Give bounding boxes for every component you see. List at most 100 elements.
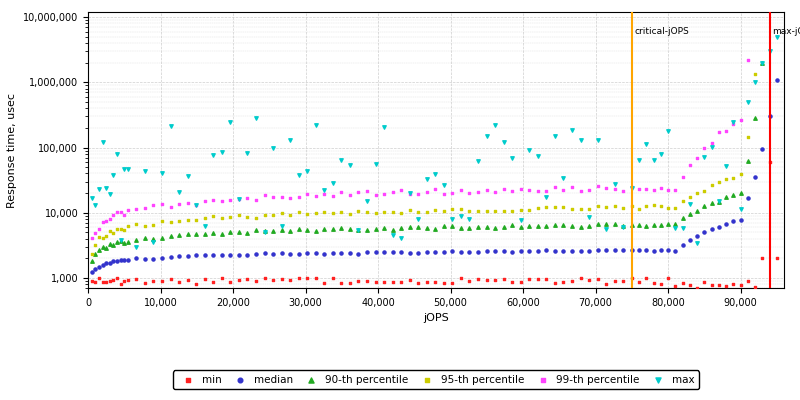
90-th percentile	[540, 223, 553, 230]
median	[770, 77, 783, 84]
min	[720, 283, 733, 289]
90-th percentile	[182, 231, 194, 237]
95-th percentile	[258, 212, 271, 218]
99-th percentile	[446, 190, 459, 196]
95-th percentile	[215, 215, 228, 221]
95-th percentile	[352, 208, 365, 214]
99-th percentile	[250, 197, 262, 203]
median	[523, 248, 536, 254]
min	[582, 277, 595, 284]
99-th percentile	[224, 197, 237, 203]
max	[292, 171, 305, 178]
max	[198, 223, 211, 229]
99-th percentile	[647, 187, 660, 194]
min	[110, 275, 123, 281]
min	[182, 277, 194, 283]
median	[86, 269, 98, 275]
min	[698, 279, 710, 286]
max	[557, 175, 570, 181]
max	[412, 216, 425, 222]
90-th percentile	[93, 247, 106, 253]
max	[749, 79, 762, 86]
min	[258, 275, 271, 281]
99-th percentile	[258, 192, 271, 198]
max	[343, 162, 356, 168]
99-th percentile	[489, 189, 502, 195]
95-th percentile	[96, 235, 109, 241]
90-th percentile	[412, 224, 425, 230]
99-th percentile	[514, 186, 527, 192]
min	[207, 278, 220, 285]
median	[640, 247, 653, 254]
median	[284, 251, 297, 258]
95-th percentile	[343, 210, 356, 217]
min	[489, 277, 502, 283]
max	[720, 163, 733, 170]
median	[369, 249, 382, 255]
90-th percentile	[600, 221, 613, 228]
median	[233, 252, 246, 258]
90-th percentile	[591, 221, 604, 228]
95-th percentile	[156, 218, 169, 224]
max	[250, 115, 262, 122]
90-th percentile	[275, 227, 288, 234]
90-th percentile	[705, 200, 718, 206]
min	[156, 278, 169, 284]
Text: critical-jOPS: critical-jOPS	[634, 27, 690, 36]
min	[574, 275, 587, 281]
min	[326, 275, 339, 281]
95-th percentile	[241, 213, 254, 220]
max	[662, 128, 674, 134]
99-th percentile	[591, 183, 604, 189]
90-th percentile	[107, 242, 120, 248]
median	[164, 254, 177, 260]
90-th percentile	[617, 223, 630, 230]
90-th percentile	[690, 208, 703, 214]
95-th percentile	[138, 222, 151, 229]
99-th percentile	[640, 186, 653, 192]
99-th percentile	[114, 208, 127, 215]
median	[224, 252, 237, 258]
90-th percentile	[118, 240, 130, 246]
min	[463, 278, 476, 284]
99-th percentile	[207, 196, 220, 203]
median	[574, 248, 587, 254]
95-th percentile	[463, 207, 476, 214]
min	[690, 285, 703, 291]
90-th percentile	[369, 225, 382, 232]
max	[361, 198, 374, 204]
99-th percentile	[654, 185, 667, 192]
median	[514, 248, 527, 254]
99-th percentile	[742, 57, 754, 64]
90-th percentile	[662, 221, 674, 228]
95-th percentile	[103, 228, 116, 235]
95-th percentile	[429, 206, 442, 213]
95-th percentile	[173, 218, 186, 224]
95-th percentile	[361, 209, 374, 216]
95-th percentile	[224, 214, 237, 220]
max	[705, 144, 718, 150]
max	[266, 145, 279, 151]
median	[89, 266, 102, 272]
max	[107, 172, 120, 178]
90-th percentile	[698, 203, 710, 209]
min	[566, 278, 578, 284]
max	[429, 171, 442, 177]
median	[429, 249, 442, 255]
90-th percentile	[86, 257, 98, 264]
99-th percentile	[498, 186, 510, 192]
95-th percentile	[420, 209, 433, 216]
median	[122, 256, 134, 263]
median	[654, 247, 667, 253]
90-th percentile	[100, 245, 113, 251]
90-th percentile	[386, 226, 399, 233]
95-th percentile	[514, 207, 527, 213]
min	[640, 275, 653, 282]
min	[514, 278, 527, 285]
90-th percentile	[258, 228, 271, 234]
max	[756, 60, 769, 66]
99-th percentile	[394, 187, 407, 194]
max	[114, 237, 127, 243]
90-th percentile	[96, 244, 109, 250]
99-th percentile	[138, 205, 151, 211]
